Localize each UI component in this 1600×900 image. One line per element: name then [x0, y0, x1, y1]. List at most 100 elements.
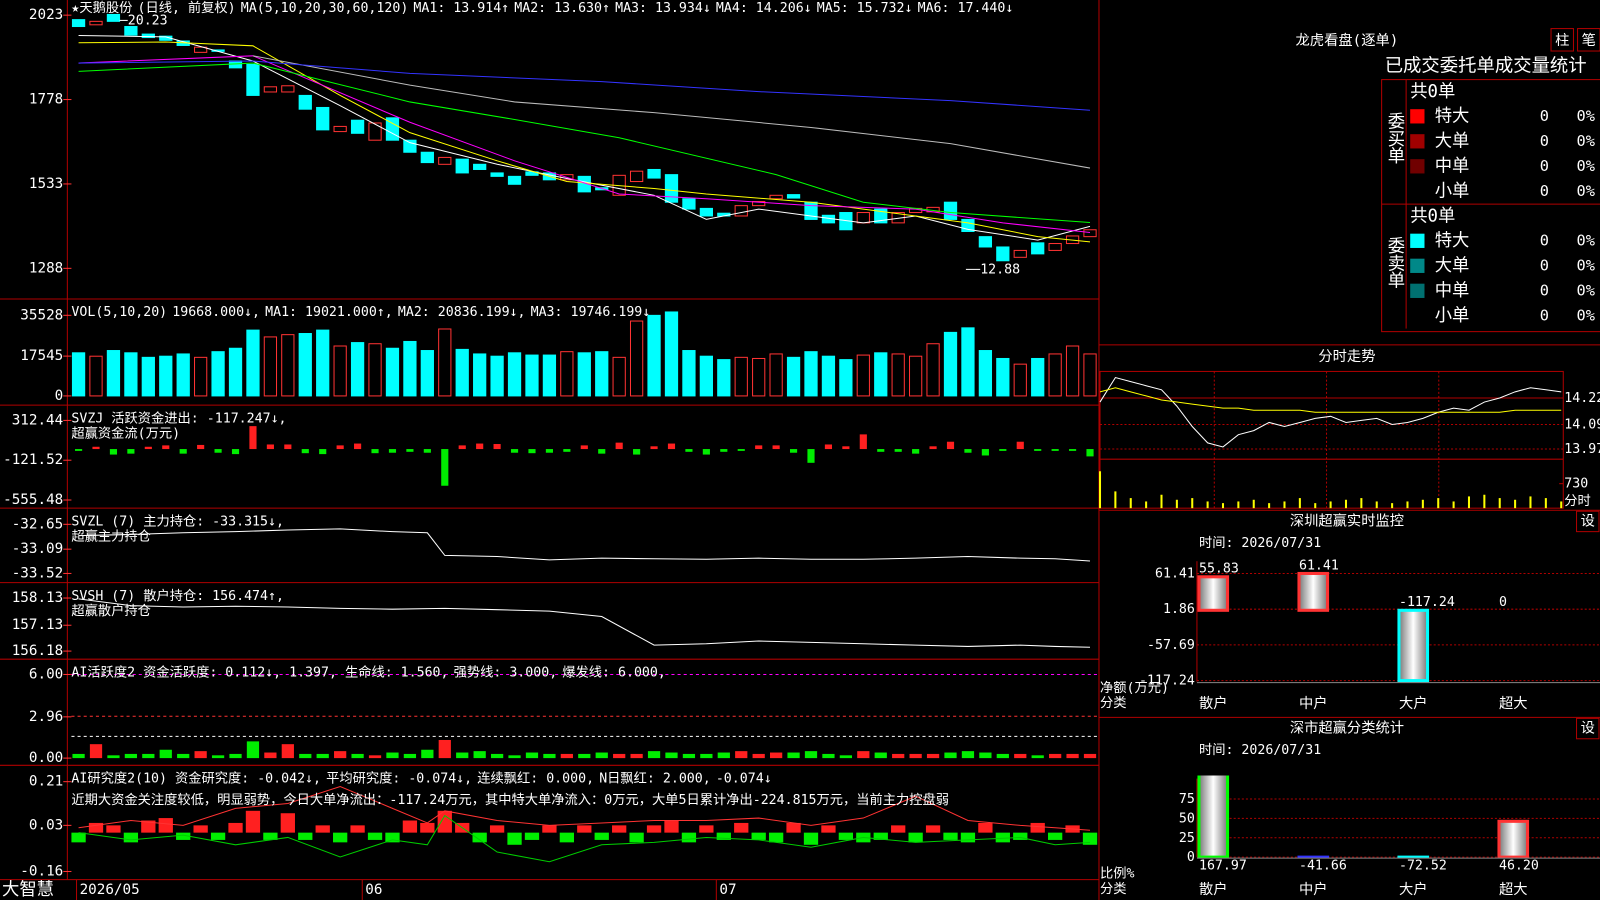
activity-bar	[682, 753, 696, 759]
candle	[246, 63, 260, 96]
flow-bar	[859, 434, 867, 450]
y-tick-label: 158.13	[12, 590, 64, 606]
activity-bar	[822, 753, 835, 759]
flow-bar	[594, 832, 609, 840]
y-tick-label: -555.48	[3, 492, 63, 508]
y-tick-label: -0.16	[20, 863, 63, 879]
flow-bar	[894, 449, 902, 452]
row-name: 大单	[1435, 131, 1470, 151]
activity-bar	[264, 752, 277, 759]
indicator-header: MA3: 19746.199↓	[531, 305, 651, 320]
intraday-volume-bar	[1360, 498, 1363, 509]
legend-swatch	[1410, 109, 1425, 124]
axis-caption: 净额(万元)	[1100, 680, 1169, 696]
activity-bar	[89, 744, 103, 759]
flow-bar	[75, 449, 83, 451]
flow-bar	[158, 818, 173, 833]
intraday-volume-bar	[1498, 498, 1501, 509]
candle	[664, 174, 679, 203]
indicator-header: AI研究度2(10) 资金研究度: -0.042↓,	[71, 771, 321, 787]
candle	[682, 198, 696, 210]
category-label: 超大	[1499, 881, 1528, 898]
indicator-line	[78, 785, 1091, 831]
volume-bar	[368, 343, 382, 397]
volume-bar	[996, 357, 1010, 397]
flow-bar	[336, 445, 344, 450]
indicator-line	[78, 528, 1091, 562]
activity-bar	[892, 753, 905, 759]
flow-bar	[333, 832, 348, 843]
intraday-volume-bar	[1437, 498, 1440, 509]
volume-bar	[194, 356, 208, 397]
candle	[874, 208, 888, 224]
flow-bar	[92, 446, 100, 450]
flow-bar	[1034, 449, 1042, 451]
volume-bar	[281, 334, 295, 397]
volume-bar	[1083, 353, 1097, 397]
flow-bar	[472, 832, 487, 843]
indicator-header: 连续飘红: 0.000,	[477, 771, 594, 787]
activity-bar	[508, 755, 521, 759]
indicator-line	[78, 55, 1091, 234]
activity-bar	[647, 751, 661, 759]
y-tick-label: 0	[1187, 850, 1195, 865]
volume-bar	[1048, 353, 1062, 397]
activity-bar	[403, 753, 417, 759]
volume-bar	[298, 333, 312, 397]
volume-bar	[891, 353, 905, 397]
row-pct: 0%	[1577, 256, 1595, 274]
activity-bar	[717, 752, 730, 759]
candle	[752, 200, 766, 207]
volume-bar	[682, 350, 696, 397]
row-count: 0	[1540, 306, 1549, 324]
flow-bar	[441, 449, 449, 486]
flow-bar	[109, 449, 118, 455]
indicator-header: 超赢资金流(万元)	[71, 425, 180, 442]
flow-bar	[315, 825, 330, 833]
indicator-header: MA3: 13.934↓	[615, 1, 711, 16]
indicator-header: 19668.000↓,	[172, 305, 260, 320]
activity-bar	[1083, 753, 1097, 759]
category-label: 大户	[1399, 695, 1428, 712]
flow-bar	[598, 449, 606, 454]
flow-bar	[214, 449, 222, 453]
flow-bar	[563, 449, 571, 452]
intraday-volume-bar	[1283, 501, 1286, 509]
flow-bar	[1086, 449, 1094, 457]
row-name: 中单	[1435, 281, 1470, 301]
y-tick-label: -121.52	[3, 452, 63, 468]
flow-bar	[943, 832, 958, 840]
tab-button-frame	[1577, 28, 1600, 52]
flow-bar	[842, 446, 850, 450]
indicator-header: 超赢主力持仓	[71, 528, 151, 545]
volume-bar	[734, 356, 748, 397]
flow-bar	[789, 449, 798, 453]
candle	[420, 151, 434, 164]
tab-button[interactable]: 笔	[1582, 32, 1596, 49]
activity-bar	[1066, 753, 1079, 759]
volume-bar	[106, 350, 121, 397]
flow-bar	[873, 832, 888, 840]
flow-bar	[388, 449, 397, 453]
indicator-line	[78, 35, 1091, 241]
indicator-line	[78, 62, 1091, 224]
y-tick-label: -33.09	[12, 541, 64, 557]
volume-bar	[821, 355, 836, 397]
volume-bar	[438, 328, 452, 397]
flow-bar	[925, 825, 941, 833]
flow-bar	[301, 449, 309, 454]
settings-button[interactable]: 设	[1581, 512, 1595, 529]
flow-bar	[821, 825, 836, 833]
row-count: 0	[1540, 107, 1549, 125]
activity-bar	[874, 752, 887, 759]
y-tick-label: 312.44	[12, 412, 64, 428]
intraday-volume-bar	[1298, 498, 1301, 509]
volume-bar	[542, 354, 557, 397]
tab-button[interactable]: 柱	[1555, 32, 1569, 49]
settings-button[interactable]: 设	[1581, 720, 1595, 737]
volume-bar	[856, 354, 870, 397]
activity-bar	[281, 744, 294, 759]
flow-bar	[1030, 822, 1045, 833]
volume-bar	[473, 353, 487, 397]
activity-bar	[752, 753, 765, 759]
